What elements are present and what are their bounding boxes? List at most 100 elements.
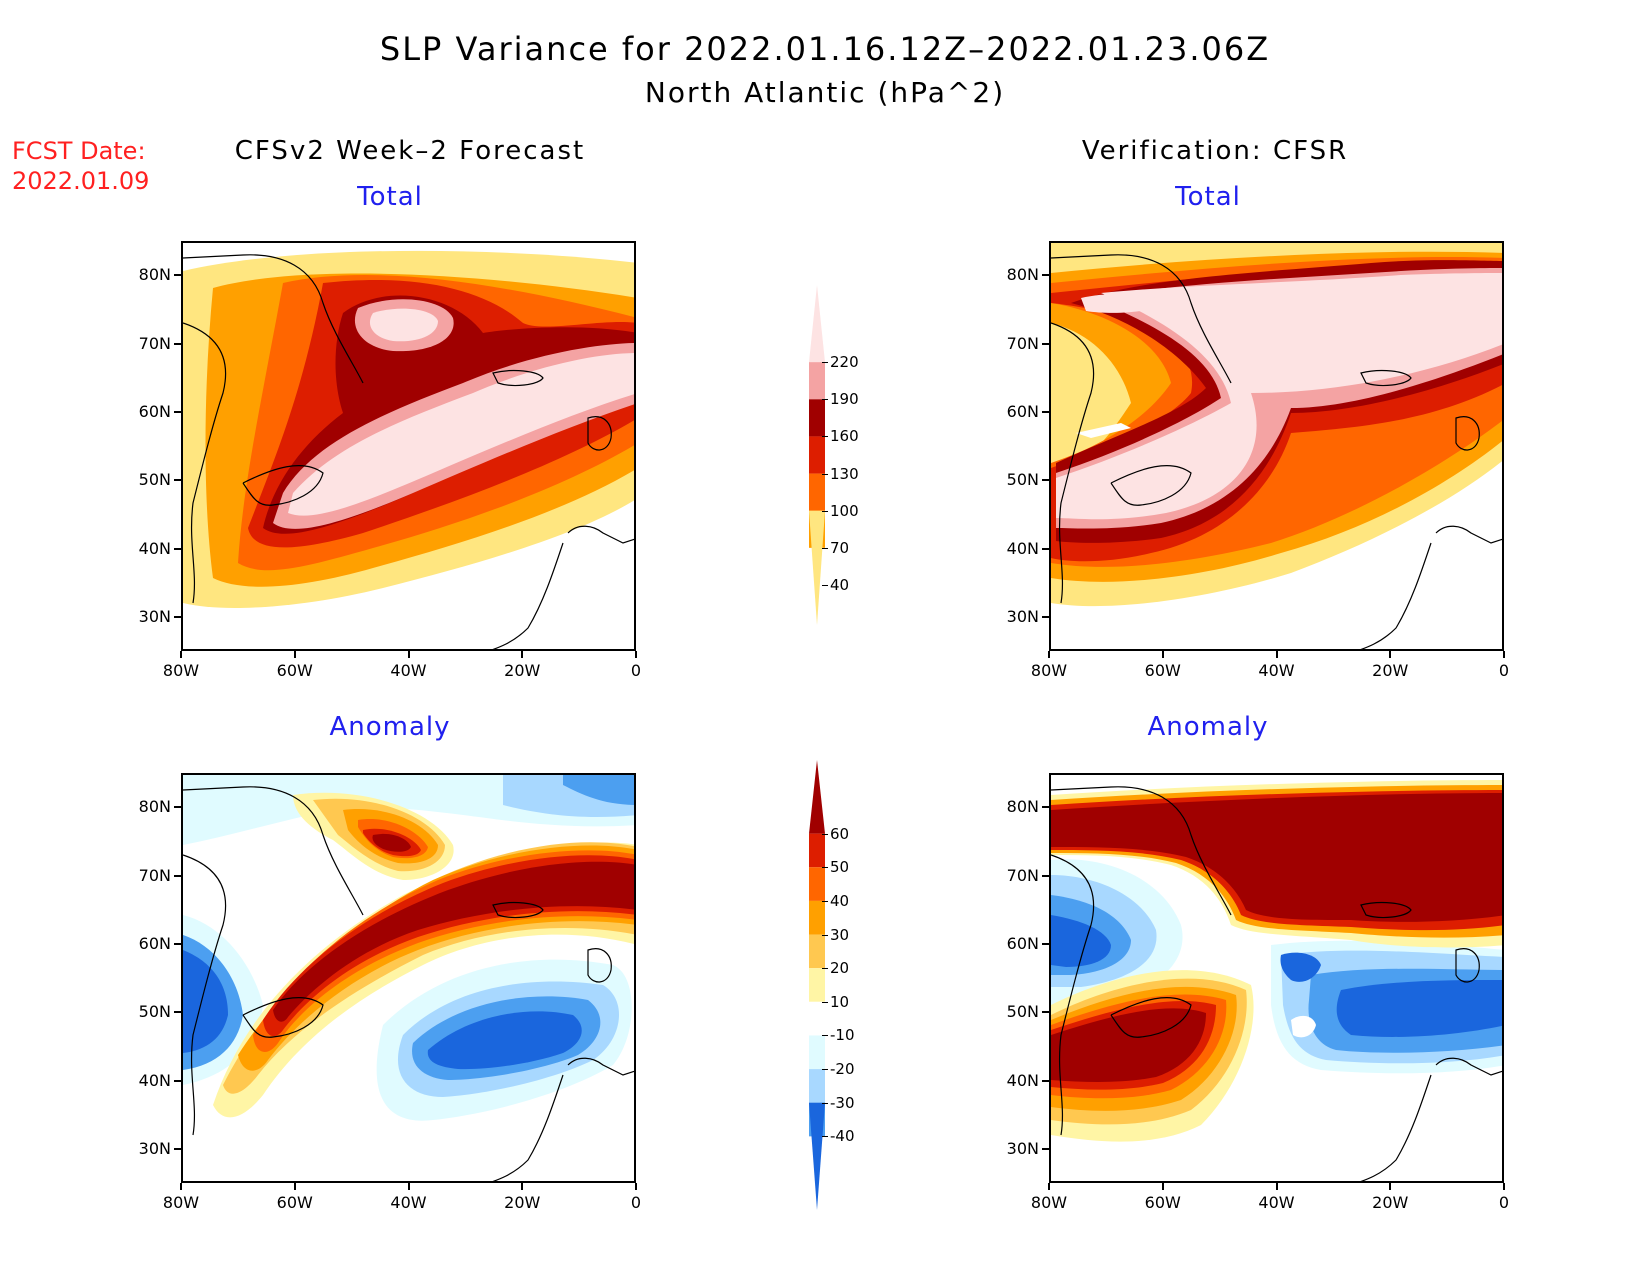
colorbar-total-tick xyxy=(822,362,828,364)
lat-tick xyxy=(1042,806,1049,809)
lat-label: 70N xyxy=(138,865,171,885)
colorbar-anomaly-swatch xyxy=(809,1069,825,1103)
lon-tick xyxy=(407,1183,410,1190)
colorbar-anomaly-label: 10 xyxy=(830,992,850,1011)
lon-label: 40W xyxy=(390,1193,427,1212)
colorbar-anomaly-tick xyxy=(822,968,828,970)
colorbar-total-swatch xyxy=(809,436,825,474)
colorbar-anomaly-tick xyxy=(822,1001,828,1003)
lat-tick xyxy=(174,942,181,945)
lon-label: 20W xyxy=(1372,1193,1409,1212)
colorbar-anomaly-tick xyxy=(822,833,828,835)
lat-label: 80N xyxy=(1006,797,1039,817)
colorbar-total-label: 130 xyxy=(830,464,859,483)
lat-label: 60N xyxy=(138,933,171,953)
lat-label: 50N xyxy=(1006,470,1039,490)
lon-tick xyxy=(1389,651,1392,658)
lon-tick xyxy=(1275,651,1278,658)
lat-tick xyxy=(1042,942,1049,945)
colorbar-anomaly-tick xyxy=(822,1136,828,1138)
panel-title-verification-anomaly: Anomaly xyxy=(1147,712,1269,742)
forecast-total-field xyxy=(183,243,634,649)
colorbar-total-tick xyxy=(822,436,828,438)
lon-tick xyxy=(635,651,637,658)
panel-title-forecast-anomaly: Anomaly xyxy=(329,712,451,742)
colorbar-total-label: 190 xyxy=(830,390,859,409)
colorbar-anomaly-tick xyxy=(822,1069,828,1071)
colorbar-anomaly-swatch xyxy=(809,934,825,969)
colorbar-total-tick xyxy=(822,473,828,475)
lat-tick xyxy=(174,874,181,877)
colorbar-anomaly-swatch xyxy=(809,833,825,868)
lon-tick xyxy=(521,651,524,658)
lat-label: 40N xyxy=(1006,538,1039,558)
colorbar-anomaly-tick xyxy=(822,1102,828,1104)
colorbar-anomaly-swatch xyxy=(809,760,825,834)
map-panel-forecast-total xyxy=(181,241,636,651)
lat-label: 40N xyxy=(138,538,171,558)
lon-tick xyxy=(1048,1183,1050,1190)
colorbar-anomaly-swatch xyxy=(809,1001,825,1036)
colorbar-anomaly-svg xyxy=(809,760,825,1210)
lon-tick xyxy=(180,651,182,658)
lat-tick xyxy=(174,1079,181,1082)
colorbar-total-label: 70 xyxy=(830,538,850,557)
colorbar-total-label: 40 xyxy=(830,576,850,594)
lat-label: 70N xyxy=(1006,333,1039,353)
lon-tick xyxy=(1048,651,1050,658)
lat-label: 30N xyxy=(138,1138,171,1158)
lon-tick xyxy=(635,1183,637,1190)
colorbar-anomaly-label: 20 xyxy=(830,959,850,978)
lat-label: 80N xyxy=(138,797,171,817)
colorbar-total-tick xyxy=(822,399,828,401)
verification-anomaly-field xyxy=(1051,775,1502,1181)
lon-label: 60W xyxy=(1144,661,1181,680)
map-panel-verification-total xyxy=(1049,241,1504,651)
colorbar-anomaly-tick xyxy=(822,867,828,869)
colorbar-total-svg xyxy=(809,285,825,625)
lat-label: 50N xyxy=(138,470,171,490)
lat-label: 80N xyxy=(138,265,171,285)
lat-tick xyxy=(174,806,181,809)
lat-label: 50N xyxy=(1006,1002,1039,1022)
lon-label: 20W xyxy=(1372,661,1409,680)
colorbar-anomaly-tick xyxy=(822,1035,828,1037)
lat-label: 70N xyxy=(138,333,171,353)
lon-tick xyxy=(1161,1183,1164,1190)
column-heading-forecast: CFSv2 Week–2 Forecast xyxy=(234,136,586,166)
colorbar-total-swatch xyxy=(809,510,825,625)
lon-tick xyxy=(1503,1183,1505,1190)
lon-tick xyxy=(521,1183,524,1190)
lat-label: 80N xyxy=(1006,265,1039,285)
lat-tick xyxy=(174,1147,181,1150)
lat-tick xyxy=(174,274,181,277)
colorbar-anomaly-swatch xyxy=(809,1102,825,1210)
lon-label: 60W xyxy=(1144,1193,1181,1212)
colorbar-total-label: 100 xyxy=(830,501,859,520)
column-heading-verification: Verification: CFSR xyxy=(1081,136,1349,166)
lat-tick xyxy=(1042,342,1049,345)
lon-label: 80W xyxy=(1030,1193,1068,1212)
lat-label: 50N xyxy=(138,1002,171,1022)
lat-tick xyxy=(174,410,181,413)
lat-tick xyxy=(1042,1079,1049,1082)
colorbar-anomaly-label: -20 xyxy=(830,1060,855,1079)
colorbar-total-label: 220 xyxy=(830,353,859,372)
colorbar-anomaly-label: -10 xyxy=(830,1026,855,1045)
lon-label: 20W xyxy=(504,661,541,680)
lat-label: 40N xyxy=(138,1070,171,1090)
lon-tick xyxy=(293,651,296,658)
lon-tick xyxy=(1503,651,1505,658)
colorbar-total-tick xyxy=(822,510,828,512)
lon-label: 0 xyxy=(1498,661,1510,680)
verification-total-field xyxy=(1051,243,1502,649)
lat-tick xyxy=(174,615,181,618)
lon-label: 40W xyxy=(390,661,427,680)
colorbar-anomaly-swatch xyxy=(809,1035,825,1070)
colorbar-anomaly-tick xyxy=(822,900,828,902)
colorbar-total-tick xyxy=(822,585,828,586)
map-panel-forecast-anomaly xyxy=(181,773,636,1183)
lon-label: 60W xyxy=(276,1193,313,1212)
lon-label: 20W xyxy=(504,1193,541,1212)
lat-tick xyxy=(1042,1147,1049,1150)
